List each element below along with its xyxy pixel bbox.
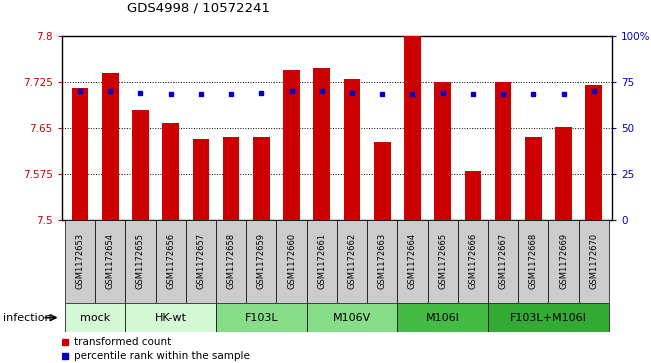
Bar <box>102 73 118 220</box>
Text: GSM1172661: GSM1172661 <box>317 233 326 289</box>
Text: mock: mock <box>80 313 110 323</box>
Bar <box>525 137 542 220</box>
Text: GSM1172667: GSM1172667 <box>499 233 508 289</box>
Text: percentile rank within the sample: percentile rank within the sample <box>74 351 250 361</box>
Bar <box>337 220 367 303</box>
Bar <box>495 82 512 220</box>
Bar <box>216 220 246 303</box>
Text: GSM1172655: GSM1172655 <box>136 233 145 289</box>
Text: GSM1172653: GSM1172653 <box>76 233 85 289</box>
Text: GSM1172670: GSM1172670 <box>589 233 598 289</box>
Bar <box>65 220 95 303</box>
Text: GSM1172665: GSM1172665 <box>438 233 447 289</box>
Text: HK-wt: HK-wt <box>155 313 187 323</box>
Text: F103L: F103L <box>245 313 278 323</box>
Bar <box>125 303 216 332</box>
Text: GDS4998 / 10572241: GDS4998 / 10572241 <box>127 1 270 15</box>
Bar <box>65 303 125 332</box>
Text: infection: infection <box>3 313 52 323</box>
Bar <box>585 85 602 220</box>
Bar <box>283 70 300 220</box>
Text: M106V: M106V <box>333 313 371 323</box>
Text: GSM1172660: GSM1172660 <box>287 233 296 289</box>
Bar <box>488 220 518 303</box>
Text: GSM1172669: GSM1172669 <box>559 233 568 289</box>
Text: GSM1172663: GSM1172663 <box>378 233 387 289</box>
Text: M106I: M106I <box>426 313 460 323</box>
Bar <box>216 303 307 332</box>
Bar <box>314 68 330 220</box>
Text: GSM1172666: GSM1172666 <box>469 233 477 289</box>
Text: GSM1172656: GSM1172656 <box>166 233 175 289</box>
Text: GSM1172662: GSM1172662 <box>348 233 357 289</box>
Text: transformed count: transformed count <box>74 337 171 347</box>
Bar <box>193 139 209 220</box>
Bar <box>428 220 458 303</box>
Bar <box>253 137 270 220</box>
Bar <box>367 220 397 303</box>
Text: F103L+M106I: F103L+M106I <box>510 313 587 323</box>
Bar <box>374 142 391 220</box>
Bar <box>132 110 148 220</box>
Bar <box>397 220 428 303</box>
Bar <box>344 79 360 220</box>
Bar <box>162 123 179 220</box>
Bar <box>458 220 488 303</box>
Bar <box>277 220 307 303</box>
Text: GSM1172654: GSM1172654 <box>105 233 115 289</box>
Bar <box>223 137 240 220</box>
Text: GSM1172664: GSM1172664 <box>408 233 417 289</box>
Bar <box>434 82 451 220</box>
Bar <box>307 303 397 332</box>
Text: GSM1172668: GSM1172668 <box>529 233 538 289</box>
Bar <box>488 303 609 332</box>
Bar <box>579 220 609 303</box>
Bar <box>307 220 337 303</box>
Text: GSM1172657: GSM1172657 <box>197 233 205 289</box>
Bar <box>72 88 89 220</box>
Text: GSM1172658: GSM1172658 <box>227 233 236 289</box>
Bar <box>548 220 579 303</box>
Bar <box>397 303 488 332</box>
Bar <box>186 220 216 303</box>
Bar <box>246 220 277 303</box>
Bar <box>465 171 481 220</box>
Text: GSM1172659: GSM1172659 <box>257 233 266 289</box>
Bar <box>125 220 156 303</box>
Bar <box>95 220 125 303</box>
Bar <box>156 220 186 303</box>
Bar <box>555 127 572 220</box>
Bar <box>518 220 548 303</box>
Bar <box>404 36 421 220</box>
